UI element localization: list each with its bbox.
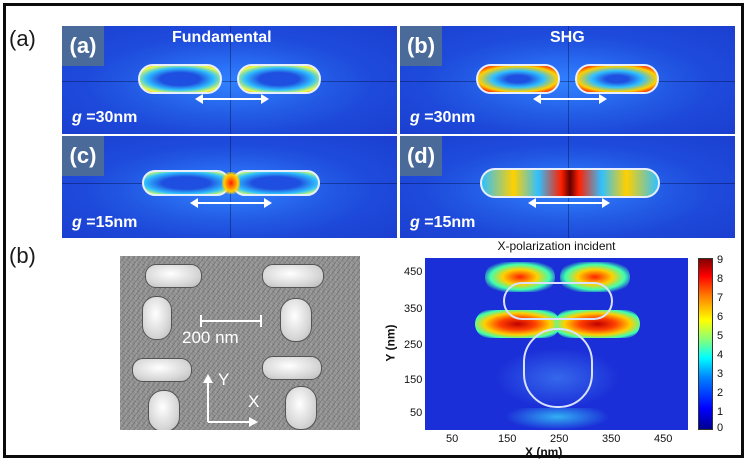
gap-label: g =15nm xyxy=(410,214,475,232)
sem-image: 200 nm Y X xyxy=(120,256,360,430)
scale-bar-tick xyxy=(260,315,262,327)
polarization-arrow xyxy=(195,94,269,104)
nanorod-pair xyxy=(480,168,660,198)
subpanel-label: (b) xyxy=(400,26,442,66)
field-map-b: (b) SHG g =30nm xyxy=(400,26,735,134)
nanorod-right xyxy=(575,64,659,94)
y-tick: 350 xyxy=(404,303,423,315)
gap-symbol: g xyxy=(410,109,420,126)
crosshair-horizontal xyxy=(400,81,735,82)
heatmap-title: X-polarization incident xyxy=(497,239,616,253)
nanorod-left xyxy=(476,64,560,94)
gap-value: =15nm xyxy=(86,214,138,231)
axes-indicator xyxy=(203,374,258,427)
field-map-d: (d) g =15nm xyxy=(400,136,735,238)
gap-label: g =30nm xyxy=(410,109,475,127)
nanoparticle-disk xyxy=(148,390,180,430)
gap-symbol: g xyxy=(72,109,82,126)
x-axis-label: X (nm) xyxy=(525,445,563,459)
field-map-c: (c) g =15nm xyxy=(62,136,397,238)
field-map-a: (a) Fundamental g =30nm xyxy=(62,26,397,134)
subpanel-title: Fundamental xyxy=(172,29,272,46)
nanoparticle-disk xyxy=(285,386,317,430)
x-tick: 450 xyxy=(654,433,673,445)
sem-axis-x: X xyxy=(248,392,260,411)
polarization-arrow xyxy=(528,198,610,208)
gap-value: =30nm xyxy=(86,109,138,126)
panel-a-marker: (a) xyxy=(9,26,36,51)
colorbar-tick: 3 xyxy=(717,368,724,380)
outline-upper-particle xyxy=(503,282,613,320)
sem-axis-y: Y xyxy=(218,370,230,389)
field-glow xyxy=(62,26,397,134)
y-tick: 150 xyxy=(404,374,423,386)
colorbar-tick: 0 xyxy=(717,422,724,434)
scale-bar xyxy=(200,320,262,322)
gap-value: =15nm xyxy=(424,214,476,231)
nanoparticle-rod xyxy=(262,264,324,288)
x-tick: 50 xyxy=(446,433,459,445)
scale-bar-tick xyxy=(200,315,202,327)
subpanel-label: (a) xyxy=(62,26,104,66)
field-lobe-bottom xyxy=(505,408,610,430)
y-tick: 50 xyxy=(410,407,423,419)
gap-symbol: g xyxy=(410,214,420,231)
nanorod-right xyxy=(232,170,320,196)
nanorod-right xyxy=(237,64,321,94)
y-tick: 450 xyxy=(404,266,423,278)
y-axis-label: Y (nm) xyxy=(383,324,398,362)
subpanel-label: (d) xyxy=(400,136,442,176)
subpanel-label: (c) xyxy=(62,136,104,176)
colorbar-tick: 1 xyxy=(717,406,724,418)
nanoparticle-rod xyxy=(262,356,322,380)
colorbar-tick: 5 xyxy=(717,330,724,342)
gap-hotspot xyxy=(222,172,240,194)
colorbar xyxy=(698,258,713,430)
x-tick: 250 xyxy=(550,433,569,445)
nanoparticle-rod xyxy=(132,358,192,382)
colorbar-tick: 9 xyxy=(717,254,724,266)
nanoparticle-disk xyxy=(280,298,312,342)
subpanel-title: SHG xyxy=(550,29,585,46)
panel-b-marker: (b) xyxy=(9,243,36,268)
x-tick: 350 xyxy=(602,433,621,445)
colorbar-tick: 4 xyxy=(717,349,724,361)
colorbar-tick: 2 xyxy=(717,387,724,399)
nanorod-left xyxy=(142,170,230,196)
gap-label: g =15nm xyxy=(72,214,137,232)
polarization-arrow xyxy=(533,94,607,104)
crosshair-vertical xyxy=(568,26,569,134)
crosshair-vertical xyxy=(230,26,231,134)
colorbar-tick: 7 xyxy=(717,292,724,304)
gap-value: =30nm xyxy=(424,109,476,126)
scale-bar-label: 200 nm xyxy=(182,328,239,347)
x-tick: 150 xyxy=(498,433,517,445)
gap-symbol: g xyxy=(72,214,82,231)
nanoparticle-rod xyxy=(145,264,202,288)
y-tick: 250 xyxy=(404,339,423,351)
nanoparticle-disk xyxy=(142,296,172,340)
field-lobe-lower xyxy=(495,348,620,408)
crosshair-horizontal xyxy=(62,81,397,82)
field-glow xyxy=(400,26,735,134)
polarization-arrow xyxy=(190,198,272,208)
outline-lower-particle xyxy=(523,328,593,408)
heatmap xyxy=(425,258,688,430)
colorbar-tick: 6 xyxy=(717,311,724,323)
gap-label: g =30nm xyxy=(72,109,137,127)
nanorod-left xyxy=(138,64,222,94)
colorbar-tick: 8 xyxy=(717,273,724,285)
